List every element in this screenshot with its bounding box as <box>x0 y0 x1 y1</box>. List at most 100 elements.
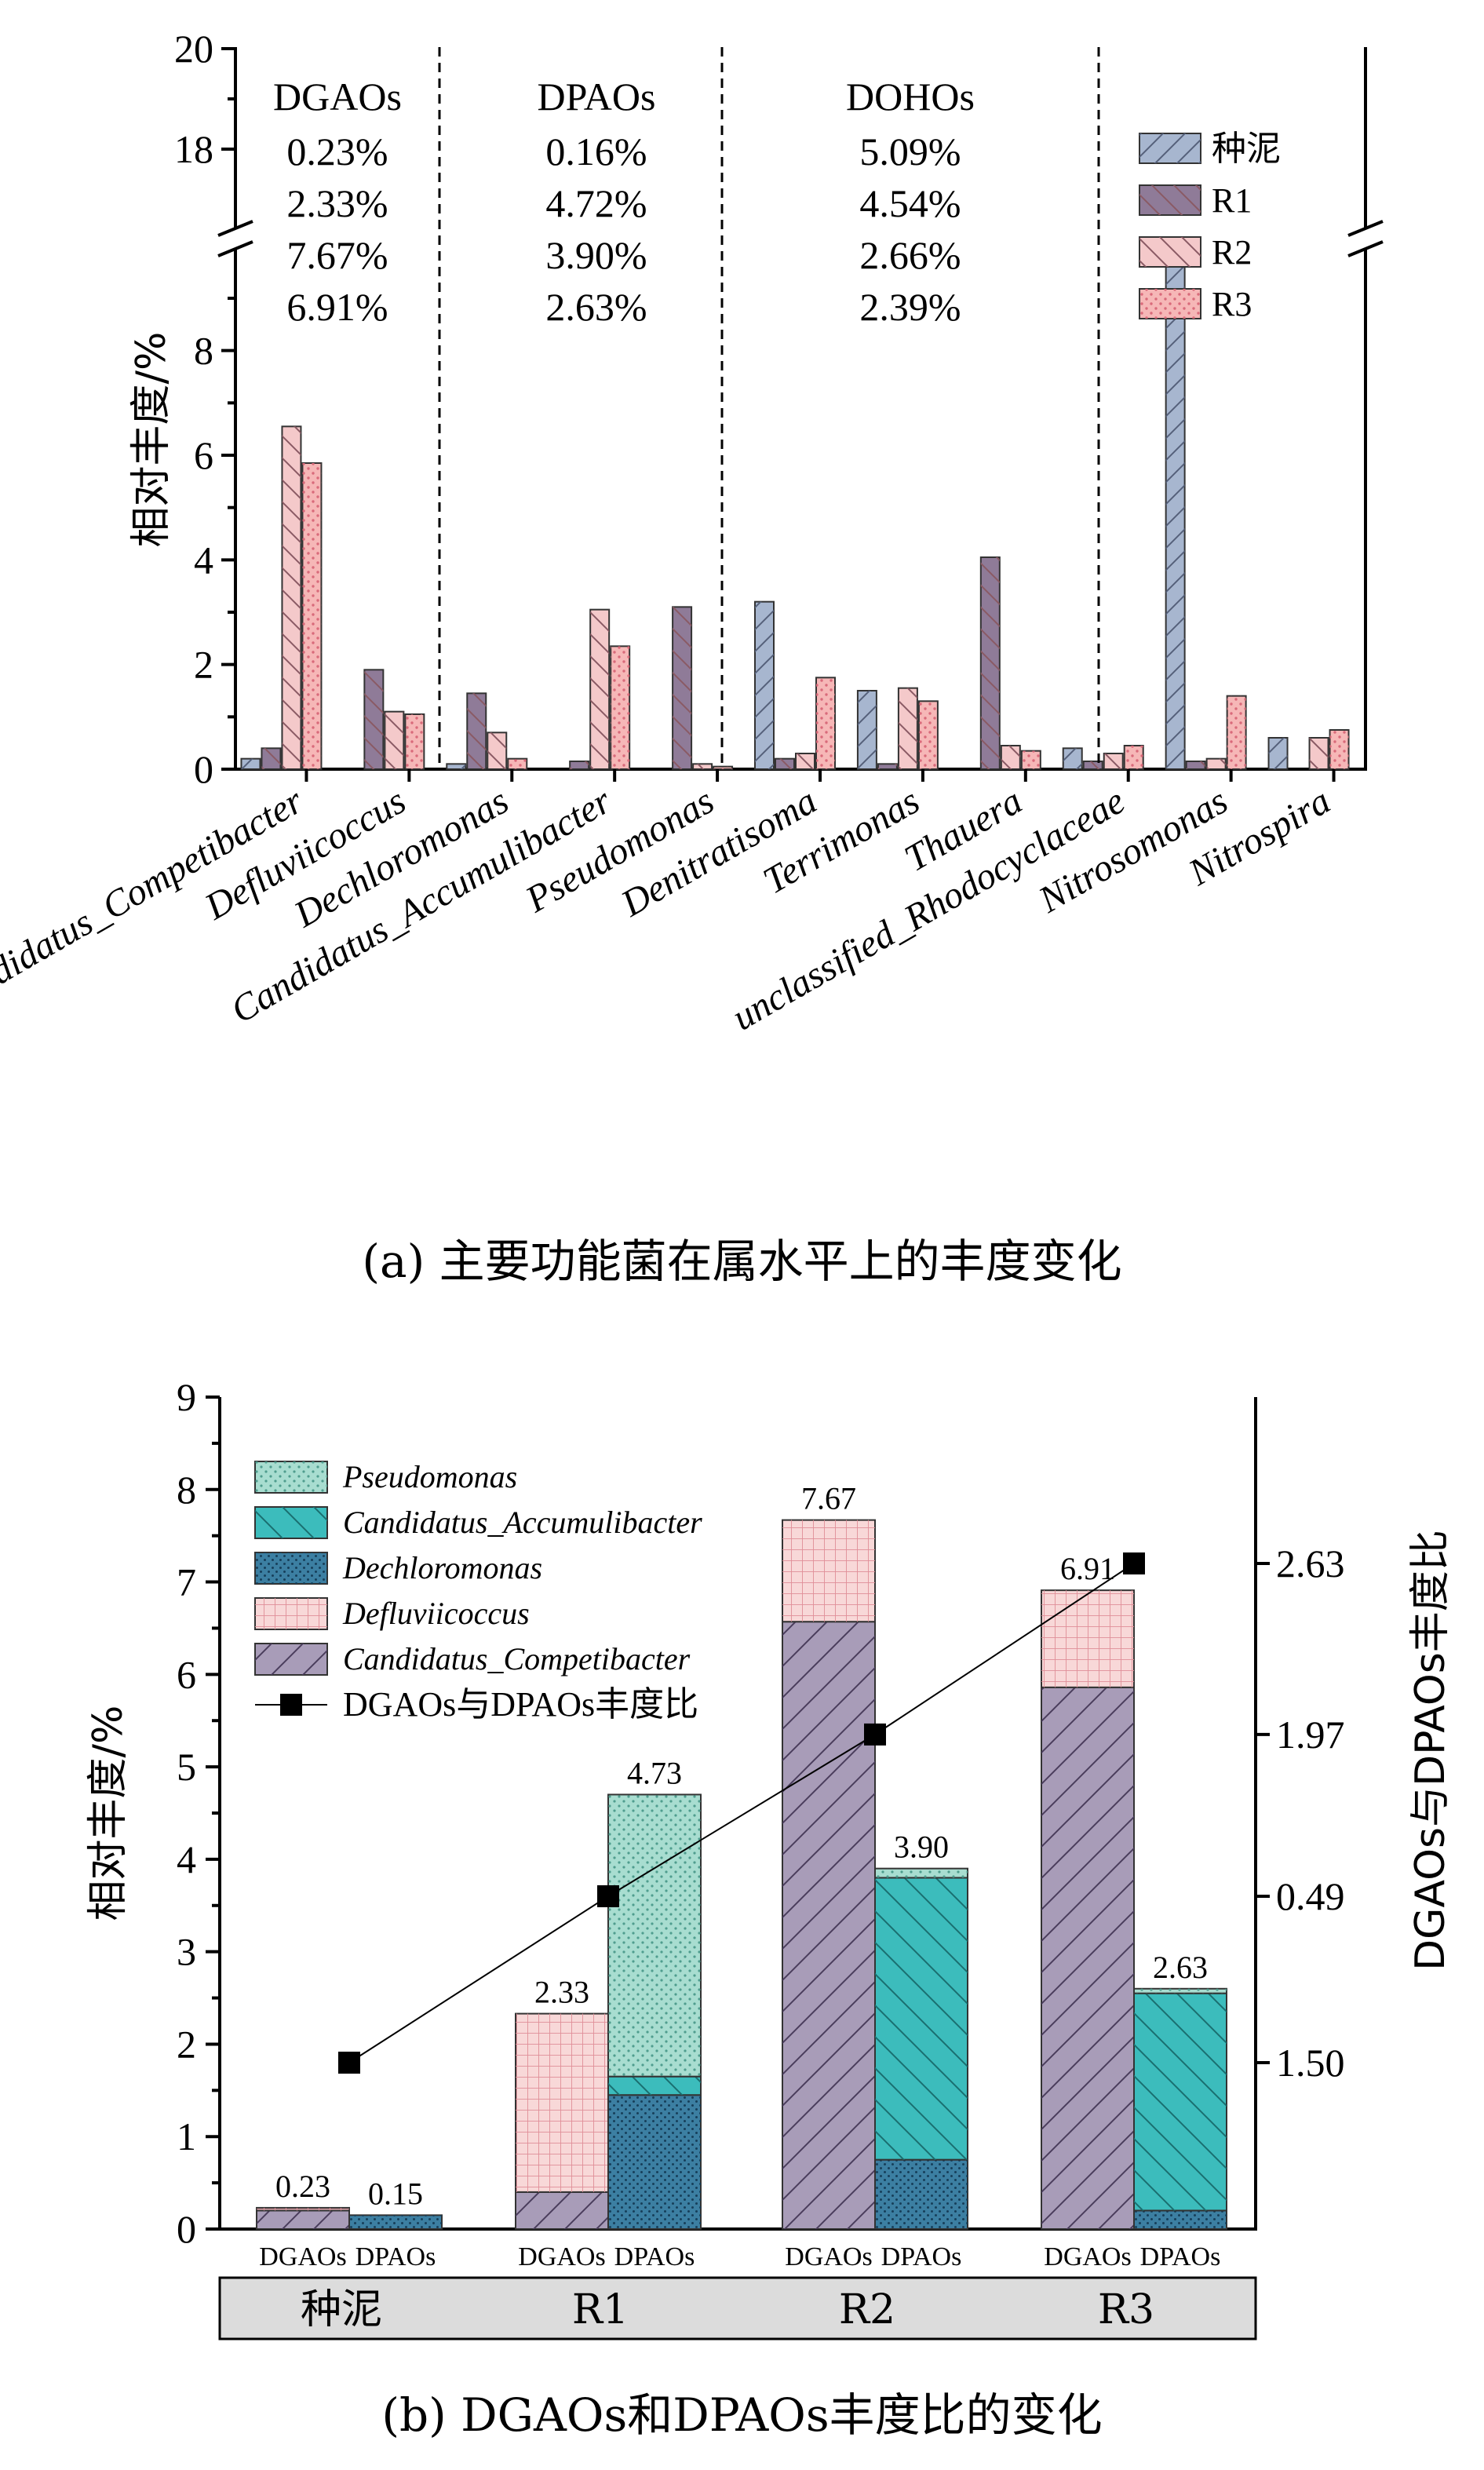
total-label-DPAOs-R2: 3.90 <box>894 1830 949 1865</box>
bar-pattern <box>1063 748 1082 769</box>
y2-axis-label: DGAOs与DPAOs丰度比 <box>1407 1530 1454 1971</box>
bar-pattern <box>796 753 815 769</box>
y2-tick-label: 0.49 <box>1276 1874 1345 1918</box>
bar-pattern <box>1329 730 1349 769</box>
stack-pattern <box>875 1868 968 1878</box>
bar-kind-label: DPAOs <box>356 2242 436 2271</box>
total-label-DGAOs-种泥: 0.23 <box>275 2169 330 2204</box>
group-value: 2.66% <box>859 233 961 277</box>
group-label-种泥: 种泥 <box>301 2286 382 2333</box>
bar-kind-label: DPAOs <box>1140 2242 1221 2271</box>
ratio-point-R2 <box>864 1723 886 1746</box>
stack-pattern <box>257 2210 349 2229</box>
y-tick-label: 3 <box>177 1930 196 1974</box>
bar-pattern <box>693 764 713 769</box>
bar-pattern <box>1124 746 1143 769</box>
stack-pattern <box>608 2095 701 2229</box>
total-label-DPAOs-R3: 2.63 <box>1153 1950 1208 1985</box>
stack-pattern <box>516 2013 608 2192</box>
group-value: 7.67% <box>286 233 388 277</box>
legend-swatch-pattern <box>1139 133 1201 163</box>
y-tick-label: 2 <box>194 643 213 687</box>
bar-pattern <box>241 758 261 769</box>
bar-pattern <box>857 691 877 769</box>
stack-pattern <box>257 2207 349 2211</box>
bar-pattern <box>1001 746 1020 769</box>
group-value: 6.91% <box>286 285 388 329</box>
bar-pattern <box>1103 753 1123 769</box>
y-tick-label: 5 <box>177 1745 196 1789</box>
legend-label-Candidatus_Accumulibacter: Candidatus_Accumulibacter <box>343 1505 702 1540</box>
stack-pattern <box>516 2191 608 2229</box>
legend-swatch-pattern <box>1139 289 1201 319</box>
legend-ratio-marker <box>280 1694 302 1716</box>
legend-label-Pseudomonas: Pseudomonas <box>342 1459 517 1494</box>
total-label-DGAOs-R3: 6.91 <box>1060 1551 1115 1586</box>
y2-tick-label: 1.50 <box>1276 2041 1345 2085</box>
y-tick-label: 7 <box>177 1560 196 1604</box>
legend-swatch-pattern <box>255 1644 327 1675</box>
bar-pattern <box>1227 695 1246 769</box>
stack-pattern <box>1134 1993 1227 2211</box>
bar-kind-label: DGAOs <box>518 2242 605 2271</box>
y2-tick-label: 2.63 <box>1276 1541 1345 1585</box>
group-value: 5.09% <box>859 130 961 173</box>
stack-pattern <box>1041 1590 1134 1687</box>
bar-pattern <box>508 758 527 769</box>
bar-pattern <box>261 748 281 769</box>
y-tick-label: 8 <box>177 1468 196 1512</box>
bar-kind-label: DPAOs <box>881 2242 962 2271</box>
y-tick-label: 8 <box>194 329 213 373</box>
bar-kind-label: DGAOs <box>259 2242 346 2271</box>
group-value: 0.23% <box>286 130 388 173</box>
group-title-DPAOs: DPAOs <box>537 75 655 119</box>
bar-pattern <box>918 701 938 769</box>
bar-pattern <box>1083 761 1103 769</box>
y-tick-label: 0 <box>177 2207 196 2251</box>
y-tick-label: 4 <box>177 1837 196 1881</box>
legend-label-R1: R1 <box>1212 181 1252 220</box>
total-label-DGAOs-R2: 7.67 <box>801 1481 856 1516</box>
y-axis-label-b: 相对丰度/% <box>85 1706 132 1921</box>
bar-pattern <box>385 711 404 769</box>
ratio-point-种泥 <box>338 2052 360 2074</box>
bar-pattern <box>487 732 507 769</box>
legend-swatch-pattern <box>255 1507 327 1538</box>
legend-label-Dechloromonas: Dechloromonas <box>342 1550 542 1585</box>
group-band <box>218 2276 1257 2340</box>
legend-swatch-pattern <box>255 1461 327 1493</box>
y-tick-label: 6 <box>177 1652 196 1696</box>
stack-pattern <box>608 2076 701 2096</box>
bar-pattern <box>611 646 630 769</box>
group-title-DGAOs: DGAOs <box>273 75 402 119</box>
stack-pattern <box>875 2159 968 2229</box>
legend-label-R3: R3 <box>1212 285 1252 323</box>
bar-kind-label: DGAOs <box>1044 2242 1131 2271</box>
group-label-R3: R3 <box>1098 2286 1154 2333</box>
bar-pattern <box>405 714 425 769</box>
group-value: 2.33% <box>286 181 388 225</box>
chart-b: 0 1 2 3 4 5 6 7 8 9 相对丰度/% 1.50 0.49 1.97 2.63 DGAOs与DP… <box>85 1375 1454 2340</box>
y-tick-label: 6 <box>194 433 213 477</box>
bar-pattern <box>1206 758 1226 769</box>
bar-pattern <box>1268 738 1288 769</box>
group-value: 4.54% <box>859 181 961 225</box>
total-label-DPAOs-R1: 4.73 <box>627 1755 682 1790</box>
group-value: 2.63% <box>545 285 647 329</box>
legend-swatch-pattern <box>1139 237 1201 267</box>
chart-a: 024681820相对丰度/%Candidatus_CompetibacterD… <box>0 27 1384 1038</box>
total-label-DPAOs-种泥: 0.15 <box>368 2176 423 2211</box>
bar-pattern <box>570 761 589 769</box>
group-value: 3.90% <box>545 233 647 277</box>
bar-pattern <box>467 693 487 769</box>
y-tick-label: 18 <box>174 127 213 171</box>
legend-label-种泥: 种泥 <box>1212 130 1281 168</box>
legend-label-ratio: DGAOs与DPAOs丰度比 <box>343 1685 698 1724</box>
group-value: 4.72% <box>545 181 647 225</box>
bar-pattern <box>877 764 897 769</box>
y-tick-label: 9 <box>177 1375 196 1419</box>
stack-pattern <box>608 1794 701 2077</box>
bar-pattern <box>1165 256 1185 770</box>
y-tick-label: 20 <box>174 27 213 71</box>
bar-pattern <box>447 764 466 769</box>
